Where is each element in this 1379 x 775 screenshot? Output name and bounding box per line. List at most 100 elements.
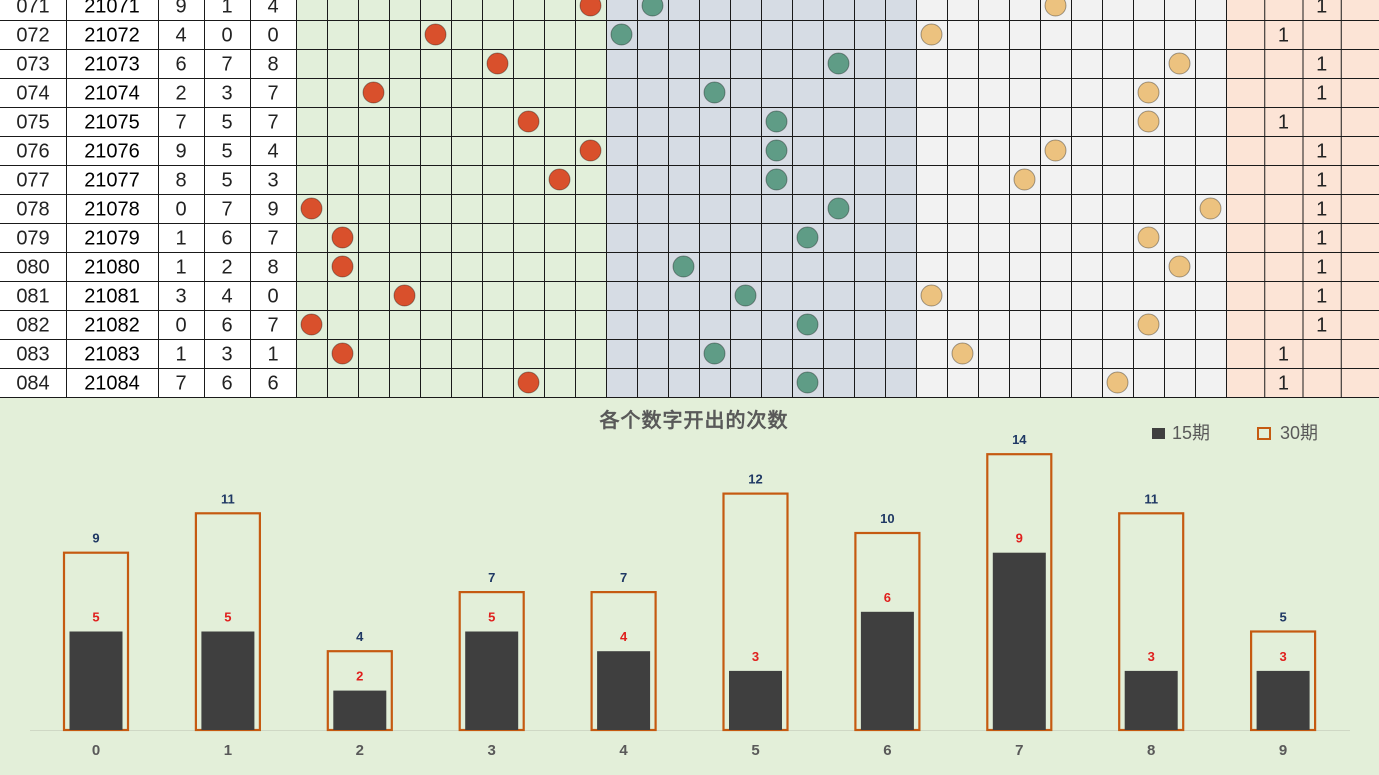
- digit-ball: [1168, 255, 1191, 278]
- label-15-1: 5: [224, 610, 231, 625]
- row-digit: 1: [175, 344, 186, 366]
- row-digit: 4: [267, 0, 278, 18]
- row-issue: 21083: [84, 344, 140, 366]
- label-30-4: 7: [620, 570, 627, 585]
- row-seq: 078: [16, 199, 49, 221]
- chart-panel: 各个数字开出的次数 15期 30期 9 5 0 11 5 1 4 2 2 7 5 3 7 4 4 12 3 5 10 6 6 1…: [0, 398, 1379, 775]
- trend-value: 1: [1278, 373, 1289, 395]
- row-issue: 21078: [84, 199, 140, 221]
- row-digit: 4: [221, 286, 232, 308]
- row-issue: 21071: [84, 0, 140, 18]
- row-digit: 1: [221, 0, 232, 18]
- row-digit: 6: [221, 315, 232, 337]
- row-digit: 3: [267, 170, 278, 192]
- digit-ball: [424, 23, 447, 46]
- label-30-6: 10: [880, 511, 894, 526]
- bar-15-6: [860, 611, 914, 730]
- row-digit: 7: [267, 112, 278, 134]
- digit-ball: [827, 52, 850, 75]
- row-issue: 21080: [84, 257, 140, 279]
- bar-15-3: [465, 631, 519, 730]
- digit-ball: [827, 197, 850, 220]
- digit-ball: [765, 110, 788, 133]
- x-tick-2: 2: [356, 742, 364, 759]
- row-digit: 7: [175, 373, 186, 395]
- x-tick-5: 5: [751, 742, 759, 759]
- label-30-1: 11: [221, 491, 235, 506]
- row-digit: 0: [221, 25, 232, 47]
- digit-ball: [517, 371, 540, 394]
- digit-ball: [579, 139, 602, 162]
- row-digit: 4: [267, 141, 278, 163]
- digit-ball: [486, 52, 509, 75]
- row-digit: 8: [267, 54, 278, 76]
- digit-ball: [610, 23, 633, 46]
- label-30-3: 7: [488, 570, 495, 585]
- row-seq: 080: [16, 257, 49, 279]
- row-seq: 083: [16, 344, 49, 366]
- label-15-9: 3: [1279, 649, 1286, 664]
- x-tick-6: 6: [883, 742, 891, 759]
- digit-ball: [362, 81, 385, 104]
- row-digit: 7: [221, 54, 232, 76]
- bar-15-8: [1124, 670, 1178, 730]
- digit-ball: [517, 110, 540, 133]
- label-15-0: 5: [92, 610, 99, 625]
- x-tick-8: 8: [1147, 742, 1155, 759]
- row-digit: 2: [221, 257, 232, 279]
- digit-ball: [1199, 197, 1222, 220]
- row-issue: 21075: [84, 112, 140, 134]
- label-15-4: 4: [620, 629, 628, 644]
- digit-ball: [765, 139, 788, 162]
- info-columns-bg: [0, 0, 296, 398]
- trend-value: 1: [1316, 83, 1327, 105]
- label-15-7: 9: [1016, 531, 1023, 546]
- label-15-6: 6: [884, 590, 891, 605]
- x-tick-7: 7: [1015, 742, 1023, 759]
- row-digit: 1: [175, 257, 186, 279]
- legend-swatch-30: [1257, 427, 1271, 440]
- row-seq: 084: [16, 373, 49, 395]
- row-issue: 21079: [84, 228, 140, 250]
- digit-ball: [1137, 226, 1160, 249]
- digit-ball: [796, 226, 819, 249]
- row-digit: 6: [267, 373, 278, 395]
- digit-ball: [765, 168, 788, 191]
- trend-value: 1: [1278, 344, 1289, 366]
- digit-ball: [331, 226, 354, 249]
- row-digit: 3: [221, 344, 232, 366]
- trend-value: 1: [1316, 0, 1327, 18]
- x-tick-0: 0: [92, 742, 100, 759]
- row-digit: 4: [175, 25, 186, 47]
- bar-15-1: [201, 631, 255, 730]
- trend-value: 1: [1316, 257, 1327, 279]
- digit-ball: [548, 168, 571, 191]
- chart-title: 各个数字开出的次数: [599, 408, 789, 432]
- row-digit: 2: [175, 83, 186, 105]
- legend-label-30: 30期: [1280, 423, 1318, 443]
- row-seq: 082: [16, 315, 49, 337]
- row-digit: 7: [221, 199, 232, 221]
- trend-value: 1: [1316, 315, 1327, 337]
- row-issue: 21073: [84, 54, 140, 76]
- trend-table: 071 21071 9 1 4 1072 21072 4 0 0 1073 21073 6 7 8 1074 2…: [0, 0, 1379, 398]
- row-seq: 077: [16, 170, 49, 192]
- digit-ball: [1106, 371, 1129, 394]
- row-seq: 073: [16, 54, 49, 76]
- digit-ball: [300, 197, 323, 220]
- row-seq: 075: [16, 112, 49, 134]
- trend-value: 1: [1316, 54, 1327, 76]
- row-issue: 21077: [84, 170, 140, 192]
- digit-ball: [393, 284, 416, 307]
- bar-15-2: [333, 690, 387, 730]
- digit-ball: [579, 0, 602, 17]
- row-issue: 21072: [84, 25, 140, 47]
- row-issue: 21081: [84, 286, 140, 308]
- row-digit: 8: [267, 257, 278, 279]
- row-digit: 6: [221, 228, 232, 250]
- digit-ball: [1044, 0, 1067, 17]
- bar-15-7: [992, 552, 1046, 730]
- digit-ball: [796, 371, 819, 394]
- digit-ball: [641, 0, 664, 17]
